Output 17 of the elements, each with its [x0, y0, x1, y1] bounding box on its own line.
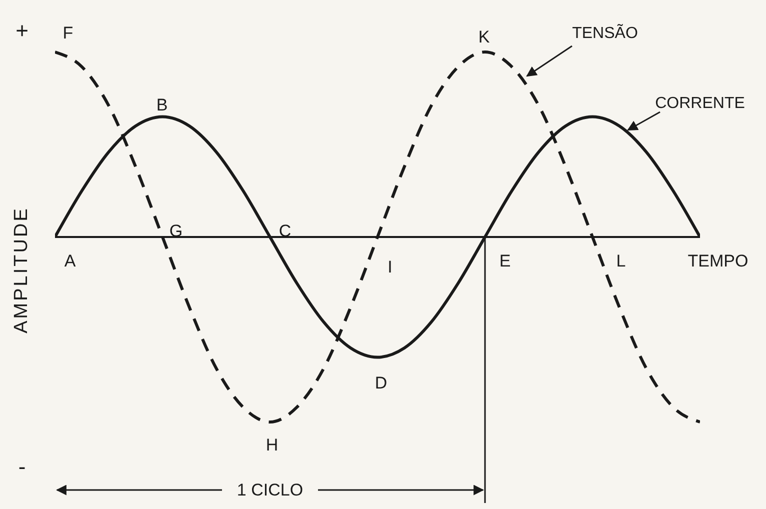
y-axis-title: AMPLITUDE	[11, 206, 32, 334]
text: +	[16, 18, 28, 43]
text: TENSÃO	[572, 23, 638, 42]
annotation: E	[499, 251, 511, 270]
annotation: D	[374, 373, 388, 392]
annotation: B	[156, 95, 168, 114]
annotation: C	[278, 221, 292, 240]
text: -	[18, 454, 26, 479]
text: CORRENTE	[655, 95, 745, 112]
text: K	[478, 27, 490, 46]
annotation: A	[64, 251, 76, 270]
annotation: L	[616, 251, 626, 270]
annotation: I	[388, 257, 392, 276]
text: 1 CICLO	[236, 480, 304, 500]
text: F	[62, 23, 74, 42]
text: H	[266, 435, 278, 454]
x-axis-title: TEMPO	[688, 251, 748, 270]
